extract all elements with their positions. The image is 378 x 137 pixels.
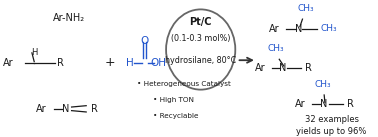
Text: Ar-NH₂: Ar-NH₂ [53,13,85,23]
Text: hydrosilane, 80°C: hydrosilane, 80°C [165,56,236,65]
Text: O: O [141,36,149,46]
Text: N: N [321,99,328,109]
Text: N: N [295,24,302,34]
Text: Ar: Ar [254,63,265,73]
Text: OH: OH [150,58,166,68]
Text: 32 examples: 32 examples [305,115,359,124]
Text: Ar: Ar [270,24,280,34]
Text: N: N [279,63,287,73]
Text: R: R [347,99,354,109]
Text: R: R [91,104,98,114]
Text: Ar: Ar [36,104,46,114]
Text: Ar: Ar [295,99,305,109]
Text: CH₃: CH₃ [268,44,285,53]
Text: Pt/C: Pt/C [189,17,212,27]
Text: H: H [127,58,134,68]
Text: R: R [305,63,312,73]
Text: • Heterogeneous Catalyst: • Heterogeneous Catalyst [137,81,231,87]
Text: Ar: Ar [3,58,14,68]
Text: CH₃: CH₃ [315,80,332,89]
Text: R: R [57,58,64,68]
Text: H: H [31,48,37,57]
Text: CH₃: CH₃ [298,4,314,13]
Text: yields up to 96%: yields up to 96% [296,127,367,136]
Text: • Recyclable: • Recyclable [153,113,198,119]
Text: N: N [62,104,70,114]
Text: +: + [104,56,115,69]
Text: • High TON: • High TON [153,97,194,103]
Text: CH₃: CH₃ [321,24,337,33]
Text: (0.1-0.3 mol%): (0.1-0.3 mol%) [171,34,231,43]
